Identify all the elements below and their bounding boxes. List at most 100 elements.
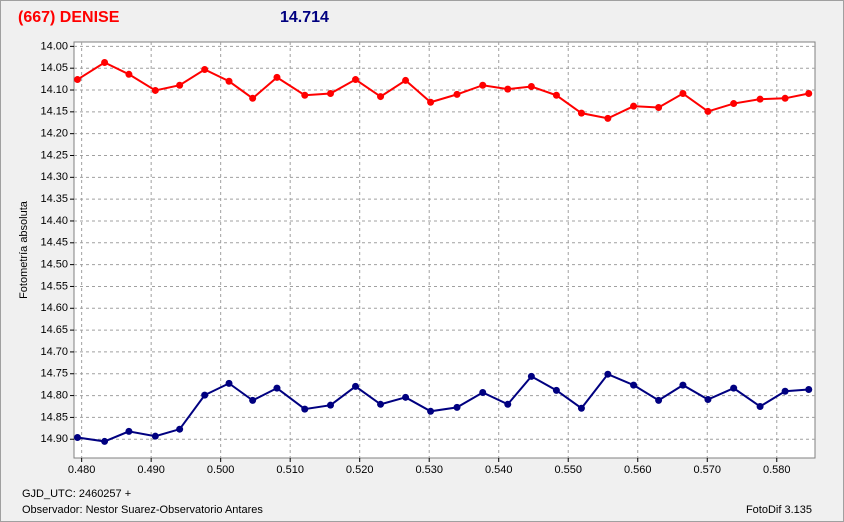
data-point xyxy=(151,86,159,94)
data-point xyxy=(352,76,360,84)
data-point xyxy=(730,100,738,108)
x-tick-label: 0.490 xyxy=(137,464,165,476)
x-tick-label: 0.560 xyxy=(624,464,652,476)
y-tick-label: 14.90 xyxy=(40,433,68,445)
data-point xyxy=(504,85,512,93)
data-point xyxy=(201,66,209,74)
data-point xyxy=(352,382,360,390)
data-point xyxy=(704,107,712,115)
y-tick-label: 14.05 xyxy=(40,62,68,74)
data-point xyxy=(327,401,334,409)
data-point xyxy=(479,81,487,89)
y-tick-label: 14.45 xyxy=(40,237,68,249)
data-point xyxy=(377,400,385,408)
y-tick-label: 14.80 xyxy=(40,389,68,401)
data-point xyxy=(679,381,687,389)
x-tick-label: 0.520 xyxy=(346,464,374,476)
data-point xyxy=(527,83,535,91)
data-point xyxy=(301,91,309,99)
data-point xyxy=(427,98,435,106)
x-tick-label: 0.550 xyxy=(554,464,582,476)
data-point xyxy=(577,404,585,412)
data-point xyxy=(101,59,109,67)
data-point xyxy=(655,103,663,111)
data-point xyxy=(327,90,334,98)
data-point xyxy=(225,77,233,85)
data-point xyxy=(176,81,184,89)
data-point xyxy=(402,76,410,84)
x-tick-label: 0.530 xyxy=(415,464,443,476)
data-point xyxy=(679,90,687,98)
plot-area xyxy=(73,41,816,459)
x-tick-label: 0.480 xyxy=(68,464,96,476)
data-point xyxy=(273,73,281,81)
y-tick-label: 14.40 xyxy=(40,215,68,227)
y-tick-label: 14.50 xyxy=(40,259,68,271)
data-point xyxy=(249,94,257,102)
y-axis-label: Fotometría absoluta xyxy=(18,200,30,299)
data-point xyxy=(781,387,789,395)
chart-title: (667) DENISE xyxy=(18,9,120,26)
data-point xyxy=(756,95,764,103)
data-point xyxy=(377,93,385,101)
x-axis-label: GJD_UTC: 2460257 + xyxy=(22,488,131,500)
data-point xyxy=(151,432,159,440)
data-point xyxy=(655,396,663,404)
y-tick-label: 14.75 xyxy=(40,368,68,380)
data-point xyxy=(552,386,560,394)
data-point xyxy=(756,402,764,410)
data-point xyxy=(704,396,712,404)
series-line xyxy=(76,61,809,120)
x-tick-label: 0.540 xyxy=(485,464,513,476)
y-tick-label: 14.65 xyxy=(40,324,68,336)
y-tick-label: 14.10 xyxy=(40,84,68,96)
data-point xyxy=(479,389,487,397)
y-tick-label: 14.15 xyxy=(40,106,68,118)
data-point xyxy=(101,437,109,445)
software: FotoDif 3.135 xyxy=(746,504,812,516)
y-tick-label: 14.70 xyxy=(40,346,68,358)
data-point xyxy=(453,403,461,411)
data-point xyxy=(552,91,560,99)
y-tick-label: 14.25 xyxy=(40,149,68,161)
observer: Observador: Nestor Suarez-Observatorio A… xyxy=(22,504,263,516)
data-point xyxy=(125,70,133,78)
data-point xyxy=(249,396,257,404)
y-tick-label: 14.35 xyxy=(40,193,68,205)
data-point xyxy=(402,393,410,401)
data-point xyxy=(73,76,81,84)
data-point xyxy=(73,433,81,441)
x-tick-label: 0.500 xyxy=(207,464,235,476)
y-tick-label: 14.85 xyxy=(40,411,68,423)
data-point xyxy=(527,372,535,380)
data-point xyxy=(453,90,461,98)
data-point xyxy=(125,427,133,435)
data-point xyxy=(427,407,435,415)
y-tick-label: 14.30 xyxy=(40,171,68,183)
data-point xyxy=(577,109,585,117)
data-point xyxy=(604,370,612,378)
magnitude: 14.714 xyxy=(280,9,329,26)
data-point xyxy=(630,381,638,389)
data-point xyxy=(805,90,813,98)
data-point xyxy=(504,400,512,408)
data-point xyxy=(730,384,738,392)
data-point xyxy=(273,384,281,392)
data-point xyxy=(201,391,209,399)
series-line xyxy=(77,372,809,443)
y-tick-label: 14.20 xyxy=(40,128,68,140)
y-tick-label: 14.60 xyxy=(40,302,68,314)
x-tick-label: 0.580 xyxy=(763,464,791,476)
data-point xyxy=(805,385,813,393)
x-tick-label: 0.510 xyxy=(276,464,304,476)
data-point xyxy=(301,405,309,413)
data-point xyxy=(604,114,612,122)
data-point xyxy=(176,425,184,433)
x-tick-label: 0.570 xyxy=(693,464,721,476)
y-tick-label: 14.55 xyxy=(40,280,68,292)
y-tick-label: 14.00 xyxy=(40,40,68,52)
data-point xyxy=(630,102,638,110)
data-point xyxy=(781,94,789,102)
data-point xyxy=(225,379,233,387)
